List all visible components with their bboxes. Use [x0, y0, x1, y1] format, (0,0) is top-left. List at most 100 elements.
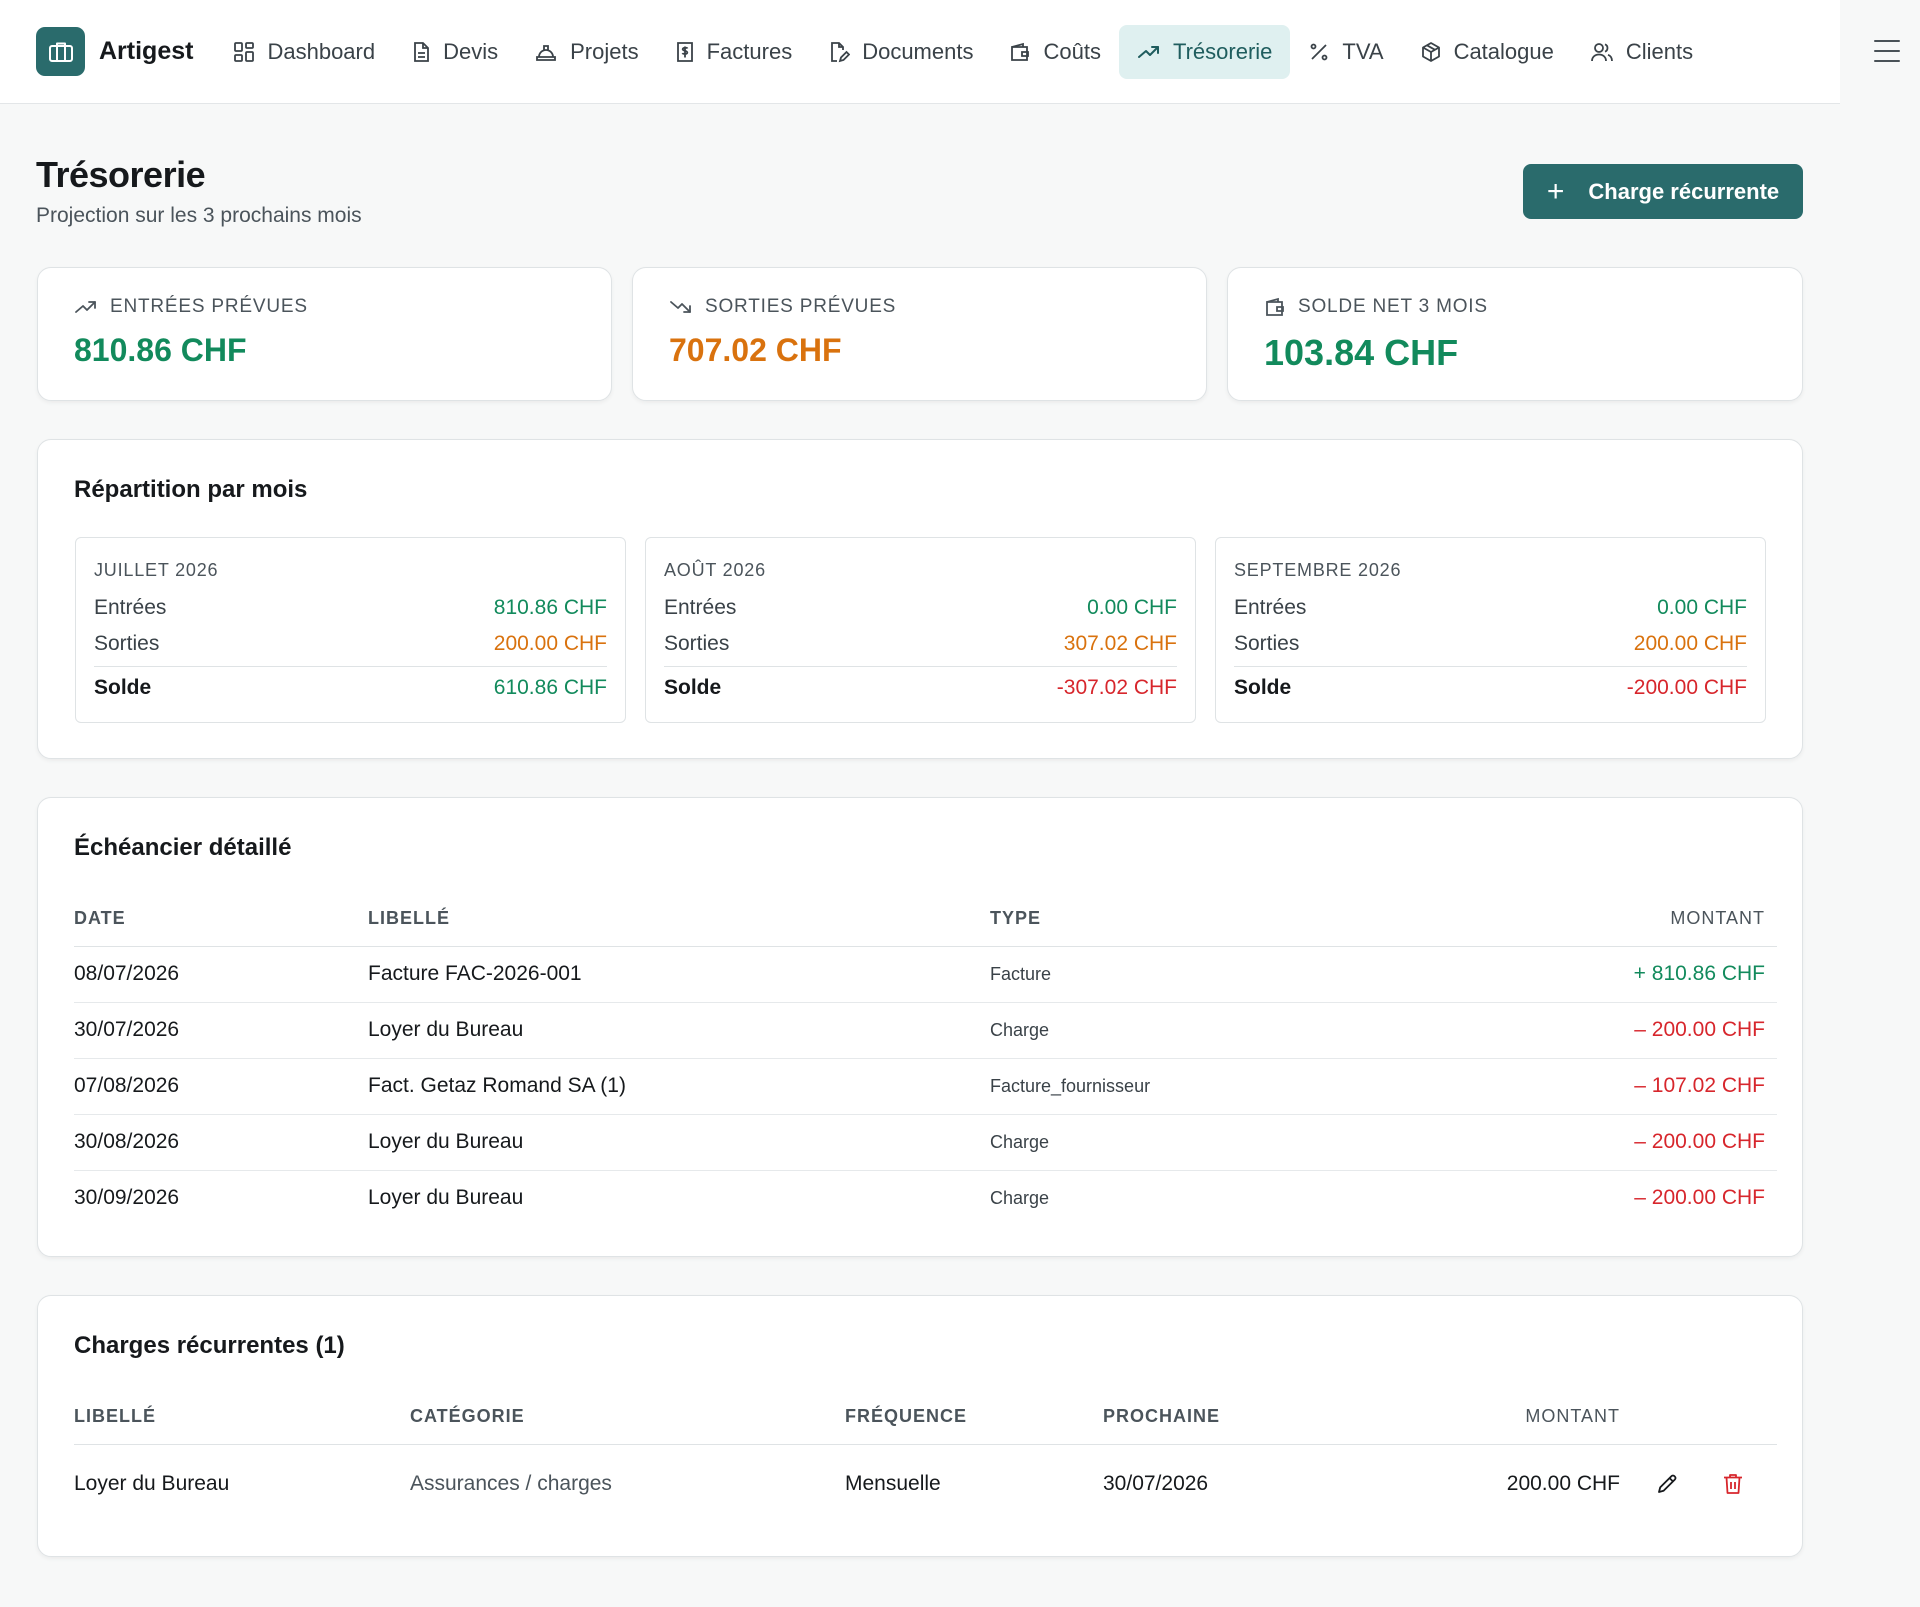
users-icon	[1590, 42, 1613, 61]
cell-categorie: Assurances / charges	[410, 1472, 612, 1496]
pencil-icon[interactable]	[1650, 1467, 1684, 1501]
cell-montant: + 810.86 CHF	[1490, 946, 1777, 1003]
trash-icon[interactable]	[1716, 1467, 1750, 1501]
column-header-montant: MONTANT	[1490, 892, 1777, 947]
cell-type: Charge	[990, 1002, 1490, 1059]
nav-label: Clients	[1625, 38, 1694, 64]
month-row-entrees: Entrées 0.00 CHF	[1234, 596, 1747, 619]
wallet-icon	[1011, 42, 1030, 61]
nav-item-couts[interactable]: Coûts	[991, 25, 1118, 79]
stat-value: 103.84 CHF	[1264, 332, 1459, 373]
table-row: 30/08/2026 Loyer du Bureau Charge – 200.…	[74, 1114, 1777, 1171]
column-header-categorie: CATÉGORIE	[410, 1390, 845, 1445]
stat-label: SORTIES PRÉVUES	[669, 296, 896, 318]
nav-label: Factures	[706, 38, 793, 64]
percent-icon	[1311, 43, 1328, 60]
page-subtitle: Projection sur les 3 prochains mois	[36, 204, 362, 227]
trending-up-icon	[1137, 45, 1159, 58]
nav-item-dashboard[interactable]: Dashboard	[215, 25, 393, 79]
nav-item-catalogue[interactable]: Catalogue	[1402, 25, 1572, 79]
nav-item-factures[interactable]: Factures	[657, 25, 811, 79]
column-header-actions	[1620, 1390, 1777, 1445]
document-icon	[414, 41, 430, 62]
cell-date: 08/07/2026	[74, 946, 368, 1003]
cell-date: 30/08/2026	[74, 1114, 368, 1171]
monthly-breakdown-card: Répartition par mois JUILLET 2026 Entrée…	[37, 439, 1803, 759]
stat-value: 707.02 CHF	[669, 332, 842, 368]
column-header-libelle: LIBELLÉ	[74, 1390, 410, 1445]
month-row-solde: Solde -200.00 CHF	[1234, 676, 1747, 699]
stat-card-solde: SOLDE NET 3 MOIS 103.84 CHF	[1227, 267, 1803, 401]
nav-item-tresorerie[interactable]: Trésorerie	[1118, 24, 1291, 79]
column-header-libelle: LIBELLÉ	[368, 892, 990, 947]
trending-up-icon	[75, 301, 96, 313]
cell-type: Facture	[990, 946, 1490, 1003]
cell-libelle: Loyer du Bureau	[74, 1472, 230, 1496]
column-header-type: TYPE	[990, 892, 1490, 947]
nav-item-tva[interactable]: TVA	[1290, 25, 1401, 79]
table-header-row: DATE LIBELLÉ TYPE MONTANT	[74, 892, 1777, 947]
month-row-solde: Solde 610.86 CHF	[94, 676, 607, 699]
dashboard-grid-icon	[234, 41, 255, 62]
stat-label: SOLDE NET 3 MOIS	[1264, 296, 1488, 318]
cell-libelle: Loyer du Bureau	[368, 1114, 990, 1171]
add-recurring-charge-button[interactable]: + Charge récurrente	[1523, 164, 1803, 219]
button-label: Charge récurrente	[1588, 178, 1780, 204]
month-name: JUILLET 2026	[94, 560, 219, 580]
recurring-charges-card: Charges récurrentes (1) LIBELLÉ CATÉGORI…	[37, 1295, 1803, 1557]
month-box-august: AOÛT 2026 Entrées 0.00 CHF Sorties 307.0…	[645, 537, 1196, 723]
hamburger-menu-icon[interactable]	[1870, 36, 1904, 66]
cell-libelle: Loyer du Bureau	[368, 1186, 524, 1210]
cell-montant: – 107.02 CHF	[1490, 1058, 1777, 1115]
nav-label: Projets	[570, 38, 639, 64]
month-row-solde: Solde -307.02 CHF	[664, 676, 1177, 699]
wallet-icon	[1266, 297, 1284, 316]
briefcase-icon	[36, 27, 85, 76]
invoice-dollar-icon	[676, 41, 693, 62]
nav-label: Dashboard	[267, 38, 376, 64]
hard-hat-icon	[536, 44, 557, 61]
column-header-prochaine: PROCHAINE	[1103, 1390, 1493, 1445]
cell-frequence: Mensuelle	[845, 1472, 941, 1496]
nav-item-documents[interactable]: Documents	[810, 25, 991, 79]
plus-icon: +	[1546, 174, 1565, 208]
month-row-sorties: Sorties 307.02 CHF	[664, 632, 1177, 655]
divider	[94, 666, 607, 667]
document-edit-icon	[831, 41, 851, 62]
section-title: Répartition par mois	[74, 476, 308, 503]
cell-libelle: Loyer du Bureau	[368, 1002, 990, 1059]
section-title: Échéancier détaillé	[74, 834, 292, 861]
brand-name: Artigest	[99, 37, 194, 65]
stat-label: ENTRÉES PRÉVUES	[74, 296, 308, 318]
schedule-card: Échéancier détaillé DATE LIBELLÉ TYPE MO…	[37, 797, 1803, 1257]
cell-prochaine: 30/07/2026	[1103, 1472, 1209, 1496]
stat-card-sorties: SORTIES PRÉVUES 707.02 CHF	[632, 267, 1207, 401]
nav-label: Documents	[862, 38, 974, 64]
cell-date: 30/07/2026	[74, 1002, 368, 1059]
stat-value: 810.86 CHF	[74, 332, 247, 368]
table-row: 30/09/2026 Loyer du Bureau Charge – 200.…	[74, 1170, 1777, 1226]
nav-item-projets[interactable]: Projets	[516, 25, 656, 79]
nav-label: Devis	[443, 38, 499, 64]
month-row-entrees: Entrées 0.00 CHF	[664, 596, 1177, 619]
nav-label: Catalogue	[1453, 38, 1554, 64]
nav-label: Trésorerie	[1172, 38, 1273, 64]
cell-date: 30/09/2026	[74, 1186, 180, 1210]
cell-date: 07/08/2026	[74, 1058, 368, 1115]
month-row-sorties: Sorties 200.00 CHF	[94, 632, 607, 655]
cell-type: Charge	[990, 1187, 1050, 1208]
month-row-sorties: Sorties 200.00 CHF	[1234, 632, 1747, 655]
section-title: Charges récurrentes (1)	[74, 1332, 345, 1359]
cell-montant: – 200.00 CHF	[1490, 1114, 1777, 1171]
divider	[664, 666, 1177, 667]
column-header-montant: MONTANT	[1493, 1390, 1620, 1445]
nav-item-clients[interactable]: Clients	[1572, 25, 1711, 79]
table-row: Loyer du Bureau Assurances / charges Men…	[74, 1444, 1777, 1524]
cell-montant: – 200.00 CHF	[1490, 1002, 1777, 1059]
month-box-september: SEPTEMBRE 2026 Entrées 0.00 CHF Sorties …	[1215, 537, 1766, 723]
brand[interactable]: Artigest	[36, 27, 193, 76]
stat-card-entrees: ENTRÉES PRÉVUES 810.86 CHF	[37, 267, 612, 401]
nav-item-devis[interactable]: Devis	[393, 25, 516, 79]
column-header-frequence: FRÉQUENCE	[845, 1390, 1103, 1445]
month-name: SEPTEMBRE 2026	[1234, 560, 1402, 580]
